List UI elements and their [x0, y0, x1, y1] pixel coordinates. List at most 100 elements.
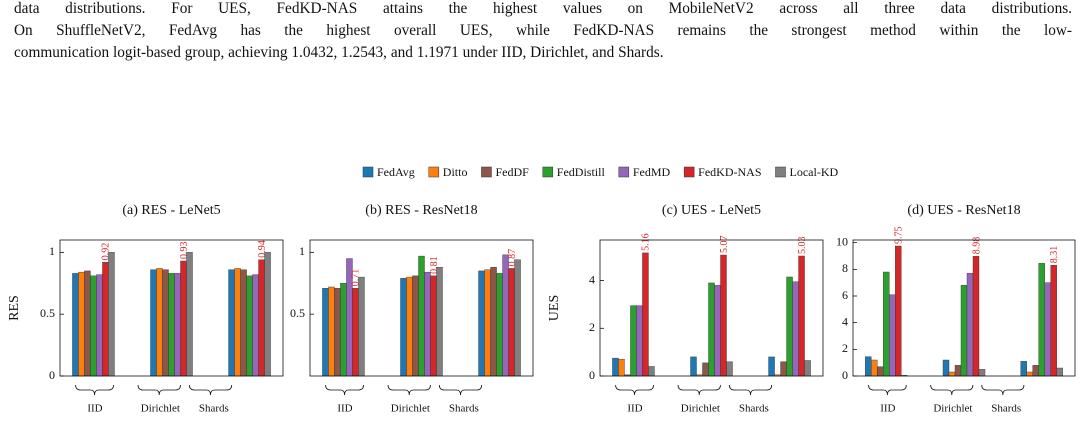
- legend-label: Local-KD: [790, 165, 839, 179]
- bar: [322, 288, 329, 377]
- y-tick-label: 4: [842, 314, 848, 328]
- bar: [865, 356, 872, 377]
- bar: [508, 268, 515, 377]
- legend-label: FedDF: [495, 165, 529, 179]
- bar: [150, 269, 157, 377]
- plot-frame: [59, 239, 284, 377]
- bar: [412, 275, 419, 377]
- data-label: 0.92: [101, 243, 112, 261]
- group-label: IID: [627, 403, 642, 415]
- group-label: IID: [880, 403, 895, 415]
- group-label: Dirichlet: [141, 403, 180, 415]
- data-label: 0.93: [179, 242, 190, 260]
- group-label: Dirichlet: [681, 403, 720, 415]
- bar: [708, 282, 715, 377]
- text-line: On ShuffleNetV2, FedAvg has the highest …: [14, 22, 1072, 39]
- legend-swatch: [683, 166, 695, 178]
- legend-label: FedKD-NAS: [698, 165, 761, 179]
- group-label: Shards: [739, 403, 769, 415]
- bar: [889, 294, 896, 377]
- group-label: Shards: [449, 403, 479, 415]
- bar: [942, 359, 950, 377]
- plot-frame: [852, 239, 1076, 377]
- bar: [96, 274, 103, 377]
- bar: [972, 256, 980, 377]
- data-label: 0.94: [257, 240, 268, 258]
- y-tick-label: 0: [842, 368, 848, 382]
- y-tick-label: 2: [842, 341, 848, 355]
- bar: [954, 365, 962, 377]
- bar: [702, 362, 709, 377]
- bar: [240, 269, 247, 377]
- brace: [188, 384, 233, 396]
- brace: [728, 384, 773, 396]
- bar: [400, 278, 407, 377]
- bar: [1050, 265, 1057, 377]
- brace: [615, 384, 654, 396]
- legend-swatch: [362, 166, 374, 178]
- bar: [84, 270, 91, 377]
- bar: [966, 273, 974, 377]
- bar: [264, 252, 271, 377]
- bar: [1038, 263, 1045, 377]
- bar: [636, 305, 643, 377]
- bar: [877, 366, 884, 377]
- brace: [387, 384, 431, 396]
- bar: [1056, 367, 1063, 377]
- bar: [720, 254, 727, 377]
- plot-frame: [309, 239, 534, 377]
- bar: [180, 260, 187, 377]
- bar: [418, 255, 425, 377]
- bar: [72, 273, 79, 377]
- group-label: IID: [337, 403, 352, 415]
- y-tick-label: 2: [589, 320, 595, 334]
- bar: [406, 276, 413, 377]
- bar: [642, 252, 649, 377]
- bar: [496, 273, 503, 377]
- legend-label: Ditto: [443, 165, 468, 179]
- bar: [424, 271, 431, 377]
- bar: [612, 357, 619, 377]
- y-tick-label: 0: [589, 368, 595, 382]
- y-tick-label: 0.5: [40, 306, 55, 320]
- bar: [352, 288, 359, 377]
- data-label: 8.31: [1049, 246, 1060, 264]
- y-axis-label: RES: [7, 295, 22, 321]
- bar: [436, 267, 443, 377]
- group-label: Shards: [991, 403, 1021, 415]
- legend-swatch: [428, 166, 440, 178]
- bar: [1020, 361, 1027, 377]
- bar: [792, 281, 799, 377]
- y-tick-label: 0.5: [290, 306, 305, 320]
- y-axis-label: UES: [547, 295, 562, 321]
- subplot-title: (a) RES - LeNet5: [122, 203, 220, 218]
- bar: [1044, 282, 1051, 377]
- text-line: communication logit-based group, achievi…: [14, 44, 664, 61]
- legend-swatch: [542, 166, 554, 178]
- group-label: Dirichlet: [933, 403, 972, 415]
- bar: [252, 274, 259, 377]
- brace: [930, 384, 974, 396]
- subplot-title: (b) RES - ResNet18: [365, 203, 477, 218]
- legend-label: FedDistill: [557, 165, 606, 179]
- bar: [871, 359, 878, 377]
- bar: [630, 305, 637, 377]
- bar: [174, 273, 181, 377]
- bar: [948, 371, 956, 377]
- bar: [430, 275, 437, 377]
- bar: [768, 356, 775, 377]
- bar: [90, 275, 97, 377]
- legend-label: FedAvg: [377, 165, 415, 179]
- bar: [334, 288, 341, 377]
- bar: [246, 275, 253, 377]
- data-label: 8.98: [971, 237, 982, 255]
- bar: [514, 259, 521, 377]
- legend-label: FedMD: [633, 165, 671, 179]
- bar: [648, 366, 655, 377]
- paragraph: data distributions. For UES, FedKD-NAS a…: [14, 0, 1072, 64]
- group-label: Dirichlet: [391, 403, 430, 415]
- data-label: 0.71: [351, 269, 362, 287]
- bar: [78, 271, 85, 377]
